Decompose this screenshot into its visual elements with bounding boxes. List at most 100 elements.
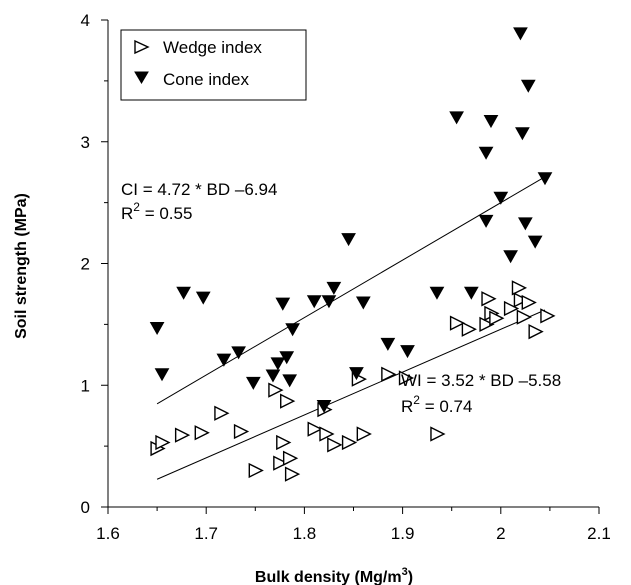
wedge-index-point bbox=[273, 455, 289, 471]
cone-index-point bbox=[321, 295, 337, 309]
wedge-index-point bbox=[503, 300, 520, 317]
y-tick-label: 1 bbox=[81, 376, 90, 395]
cone-index-point bbox=[449, 111, 464, 125]
cone-index-point bbox=[154, 368, 170, 382]
cone-index-point bbox=[349, 367, 364, 381]
cone-index-point bbox=[279, 351, 295, 365]
legend-marker-cone bbox=[134, 71, 149, 84]
wedge-index-point bbox=[430, 426, 446, 442]
wi-r2-sup: 2 bbox=[413, 393, 420, 407]
cone-index-point bbox=[517, 217, 533, 231]
cone-index-point bbox=[285, 323, 300, 337]
cone-index-point bbox=[400, 345, 415, 359]
cone-index-point bbox=[195, 291, 211, 305]
x-axis-title: Bulk density (Mg/m3) bbox=[255, 566, 413, 585]
wedge-index-point bbox=[307, 421, 323, 437]
y-axis-title: Soil strength (MPa) bbox=[13, 193, 30, 339]
cone-index-point bbox=[306, 295, 322, 309]
x-tick-label: 2 bbox=[496, 524, 505, 543]
legend-label-wedge: Wedge index bbox=[163, 38, 262, 57]
wi-r2: R2 = 0.74 bbox=[401, 393, 472, 416]
cone-index-point bbox=[478, 214, 494, 228]
wedge-index-point bbox=[233, 423, 250, 440]
cone-index-point bbox=[270, 357, 286, 371]
x-tick-label: 1.6 bbox=[96, 524, 120, 543]
wi-r2-prefix: R bbox=[401, 397, 413, 416]
wedge-index-point bbox=[319, 426, 335, 442]
cone-index-point bbox=[341, 233, 356, 247]
y-ticks: 0 1 2 3 4 bbox=[81, 11, 108, 517]
wedge-fit-line bbox=[156, 309, 546, 480]
cone-index-point bbox=[513, 27, 528, 41]
x-tick-label: 1.8 bbox=[293, 524, 317, 543]
cone-index-point bbox=[176, 286, 191, 300]
y-tick-label: 2 bbox=[81, 255, 90, 274]
wedge-index-point bbox=[214, 405, 230, 421]
y-tick-label: 4 bbox=[81, 11, 90, 30]
y-tick-label: 0 bbox=[81, 498, 90, 517]
cone-index-point bbox=[316, 399, 332, 413]
wedge-index-point bbox=[398, 370, 415, 386]
x-tick-label: 1.7 bbox=[194, 524, 218, 543]
cone-index-point bbox=[216, 353, 232, 367]
wedge-index-point bbox=[449, 315, 466, 331]
cone-fit-line bbox=[156, 176, 546, 405]
cone-index-point bbox=[520, 79, 536, 93]
wedge-index-point bbox=[282, 450, 299, 466]
wedge-index-point bbox=[479, 316, 495, 333]
wi-equation: WI = 3.52 * BD –5.58 bbox=[401, 371, 561, 390]
wedge-index-point bbox=[381, 366, 397, 382]
x-axis-title-main: Bulk density (Mg/m bbox=[255, 569, 402, 585]
ci-r2-suffix: = 0.55 bbox=[140, 204, 192, 223]
cone-index-point bbox=[245, 376, 261, 390]
x-tick-label: 2.1 bbox=[587, 524, 611, 543]
wedge-index-point bbox=[248, 462, 264, 479]
legend: Wedge index Cone index bbox=[120, 29, 307, 101]
cone-index-point bbox=[503, 250, 518, 264]
x-axis-title-end: ) bbox=[408, 569, 413, 585]
wedge-index-point bbox=[511, 280, 528, 296]
cone-index-point bbox=[380, 337, 396, 351]
ci-r2: R2 = 0.55 bbox=[121, 200, 192, 223]
cone-index-point bbox=[537, 172, 553, 186]
x-tick-label: 1.9 bbox=[391, 524, 415, 543]
legend-label-cone: Cone index bbox=[163, 70, 250, 89]
cone-index-point bbox=[282, 374, 298, 388]
x-axis-title-sup: 3 bbox=[402, 566, 408, 578]
cone-index-point bbox=[231, 346, 246, 360]
wedge-index-point bbox=[341, 434, 358, 451]
cone-index-point bbox=[149, 322, 165, 336]
wedge-index-point bbox=[528, 324, 544, 340]
wedge-index-point bbox=[516, 309, 532, 325]
wedge-index-point bbox=[521, 294, 537, 311]
ci-r2-sup: 2 bbox=[133, 200, 140, 214]
wedge-index-point bbox=[327, 437, 343, 453]
regression-lines bbox=[156, 176, 546, 480]
wedge-index-point bbox=[356, 426, 372, 442]
wedge-index-point bbox=[489, 310, 505, 326]
cone-index-point bbox=[463, 286, 479, 300]
cone-index-point bbox=[429, 286, 445, 300]
legend-box bbox=[120, 29, 307, 101]
wedge-index-point bbox=[155, 434, 171, 451]
wedge-index-point bbox=[276, 434, 292, 451]
data-markers bbox=[149, 27, 556, 482]
cone-index-point bbox=[355, 296, 371, 310]
wedge-index-point bbox=[268, 382, 284, 398]
wedge-index-point bbox=[461, 321, 477, 337]
cone-index-point bbox=[265, 369, 281, 383]
wedge-index-point bbox=[194, 425, 210, 441]
wi-r2-suffix: = 0.74 bbox=[420, 397, 472, 416]
y-tick-label: 3 bbox=[81, 133, 90, 152]
ci-r2-prefix: R bbox=[121, 204, 133, 223]
wedge-index-point bbox=[540, 308, 556, 324]
cone-index-point bbox=[527, 235, 543, 249]
wedge-index-point bbox=[481, 291, 497, 307]
ci-equation: CI = 4.72 * BD –6.94 bbox=[121, 180, 277, 199]
cone-index-point bbox=[493, 191, 509, 205]
cone-index-point bbox=[478, 146, 494, 160]
wedge-index-point bbox=[174, 427, 191, 443]
cone-index-point bbox=[275, 297, 291, 311]
legend-marker-wedge bbox=[134, 39, 150, 55]
